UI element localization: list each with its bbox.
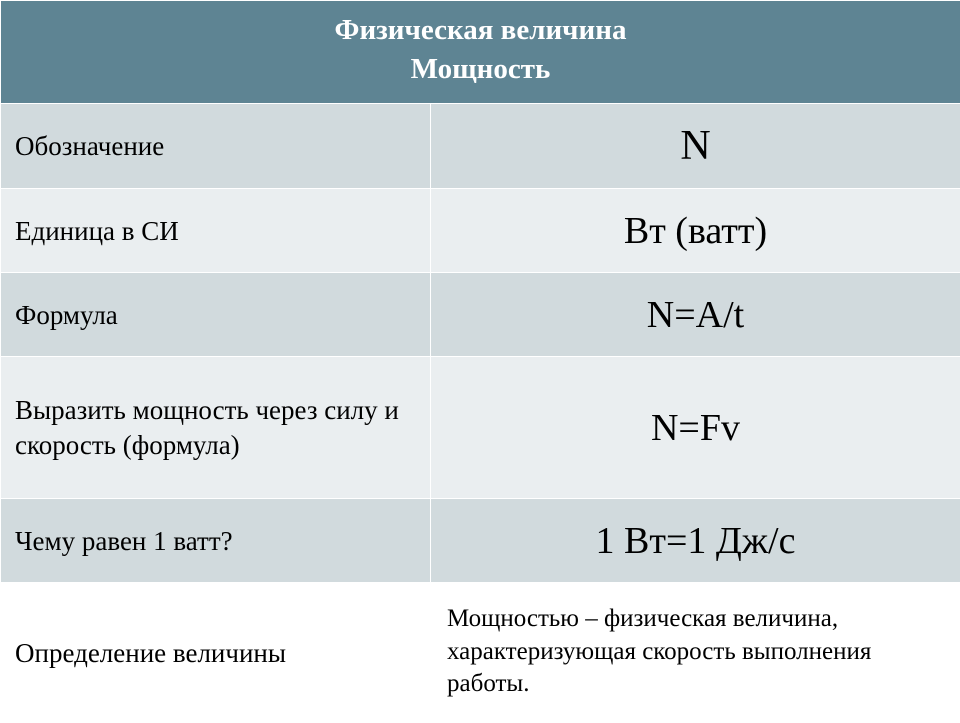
table-row: Определение величины Мощностью – физичес… — [1, 583, 960, 723]
row-label-one-watt: Чему равен 1 ватт? — [1, 499, 431, 583]
table-row: Чему равен 1 ватт? 1 Вт=1 Дж/с — [1, 499, 960, 583]
row-value-si-unit: Вт (ватт) — [431, 189, 960, 273]
row-label-formula: Формула — [1, 273, 431, 357]
table-row: Выразить мощность через силу и скорость … — [1, 357, 960, 499]
table-header: Физическая величина Мощность — [1, 1, 960, 104]
table-row: Формула N=A/t — [1, 273, 960, 357]
physics-quantity-table: Физическая величина Мощность Обозначение… — [0, 0, 960, 723]
row-label-si-unit: Единица в СИ — [1, 189, 431, 273]
table-header-row: Физическая величина Мощность — [1, 1, 960, 104]
table-row: Обозначение N — [1, 104, 960, 189]
row-value-one-watt: 1 Вт=1 Дж/с — [431, 499, 960, 583]
row-value-definition: Мощностью – физическая величина, характе… — [431, 583, 960, 723]
row-value-symbol: N — [431, 104, 960, 189]
row-value-force-velocity: N=Fv — [431, 357, 960, 499]
row-label-definition: Определение величины — [1, 583, 431, 723]
header-line-1: Физическая величина — [9, 11, 952, 50]
table-row: Единица в СИ Вт (ватт) — [1, 189, 960, 273]
row-label-symbol: Обозначение — [1, 104, 431, 189]
row-label-force-velocity: Выразить мощность через силу и скорость … — [1, 357, 431, 499]
header-line-2: Мощность — [9, 50, 952, 89]
row-value-formula: N=A/t — [431, 273, 960, 357]
